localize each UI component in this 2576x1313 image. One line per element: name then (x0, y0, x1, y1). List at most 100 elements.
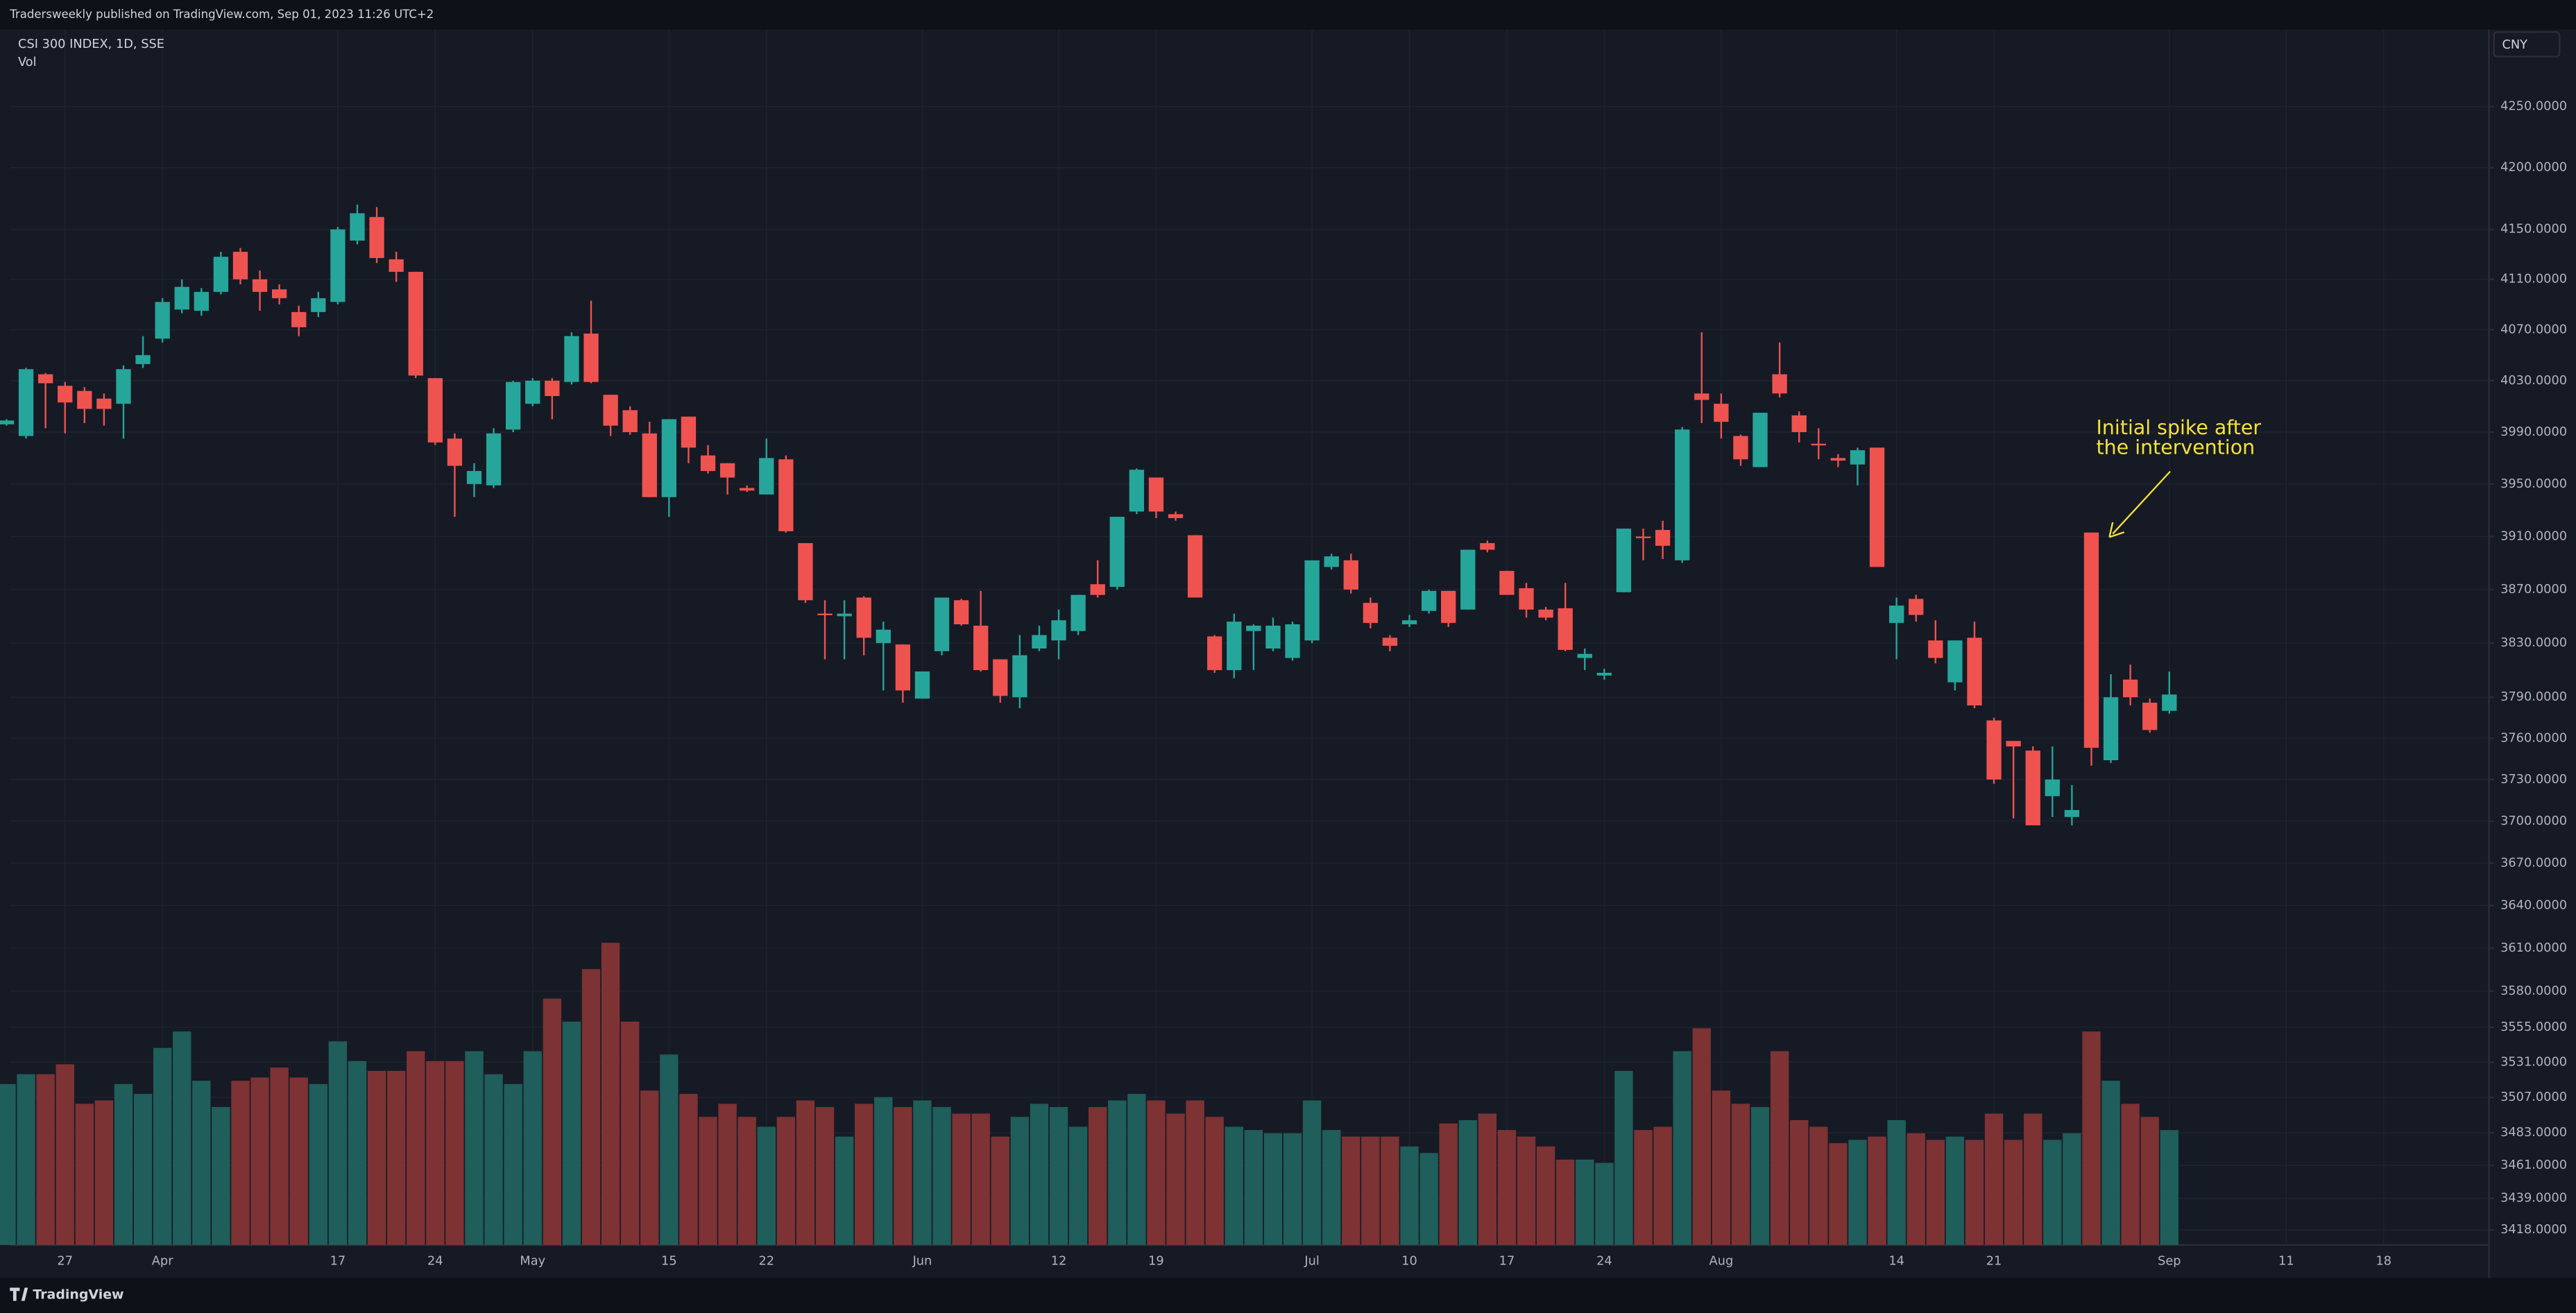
logo-mark (10, 1287, 28, 1301)
candle-body (1265, 626, 1281, 649)
volume-bar (407, 1051, 425, 1245)
candle-body (506, 381, 521, 430)
candle-body (466, 471, 482, 484)
volume-bar (1419, 1153, 1438, 1245)
candle-body (291, 311, 307, 327)
candle-body (1830, 458, 1846, 461)
candle-body (135, 355, 151, 364)
candle-body (2025, 750, 2040, 825)
candle-body (0, 420, 15, 424)
volume-bar (835, 1136, 854, 1245)
volume-bar (952, 1113, 971, 1245)
candle-body (271, 289, 287, 298)
volume-bar (1010, 1117, 1030, 1245)
volume-bar (1283, 1133, 1302, 1245)
x-tick-label: Jul (1304, 1255, 1319, 1269)
volume-bar (1750, 1107, 1770, 1245)
volume-bar (328, 1041, 348, 1245)
volume-bar (1984, 1113, 2004, 1245)
volume-bar (796, 1100, 815, 1245)
volume-bar (1263, 1133, 1283, 1245)
currency-box[interactable] (2493, 31, 2561, 58)
volume-bar (2043, 1140, 2062, 1245)
volume-bar (504, 1083, 522, 1245)
currency[interactable]: CNY (2502, 38, 2527, 52)
volume-bar (1127, 1094, 1146, 1245)
volume-bar (1770, 1051, 1789, 1245)
volume-bar (660, 1054, 679, 1245)
candle-body (798, 543, 813, 601)
y-tick-label: 3418.0000 (2500, 1223, 2567, 1237)
volume-bar (913, 1100, 932, 1245)
annotation: Initial spike after (2097, 416, 2262, 439)
volume-bar (1829, 1143, 1848, 1245)
candle-body (719, 463, 735, 478)
y-tick-label: 3555.0000 (2500, 1020, 2567, 1034)
volume-bar (348, 1061, 367, 1245)
candle-body (1986, 720, 2002, 780)
header-bar (0, 0, 2576, 30)
y-tick-label: 3910.0000 (2500, 530, 2567, 544)
x-tick-label: 24 (1596, 1255, 1612, 1269)
candle-body (2006, 741, 2021, 747)
candle-body (1869, 447, 1885, 567)
candle-body (545, 380, 560, 397)
candle-body (895, 644, 911, 691)
volume-bar (250, 1077, 269, 1245)
volume-bar (1556, 1159, 1575, 1245)
candle-body (993, 659, 1008, 696)
volume-bar (192, 1081, 211, 1245)
y-tick-label: 3730.0000 (2500, 773, 2567, 787)
y-tick-label: 3990.0000 (2500, 425, 2567, 439)
candle-body (330, 229, 346, 302)
candle-body (194, 291, 209, 311)
candle-body (2103, 697, 2119, 761)
volume-bar (36, 1074, 55, 1245)
candle-body (1772, 374, 1787, 394)
candle-body (1616, 529, 1632, 592)
volume-bar (1342, 1136, 1360, 1245)
x-tick-label: 14 (1888, 1255, 1904, 1269)
x-tick-label: Apr (152, 1255, 173, 1269)
candle-body (583, 333, 599, 382)
y-tick-label: 3610.0000 (2500, 941, 2567, 955)
candle-body (155, 302, 170, 339)
volume-bar (212, 1107, 230, 1245)
candle-body (369, 216, 384, 259)
x-tick-label: 12 (1051, 1255, 1067, 1269)
candle-body (778, 459, 794, 531)
volume-bar (1576, 1159, 1594, 1245)
volume-bar (2121, 1104, 2140, 1245)
candle-body (1032, 635, 1047, 649)
candle-body (1947, 640, 1963, 683)
candle-body (1577, 653, 1592, 658)
y-tick-label: 4110.0000 (2500, 273, 2567, 286)
y-tick-label: 3640.0000 (2500, 898, 2567, 912)
volume-bar (1225, 1126, 1243, 1245)
candle-body (876, 629, 891, 644)
candle-body (1558, 608, 1573, 650)
x-tick-label: Jun (912, 1255, 932, 1269)
candle-body (1207, 636, 1222, 671)
candle-body (914, 671, 930, 699)
volume-bar (231, 1081, 250, 1245)
candle-body (622, 410, 638, 432)
x-tick-label: Aug (1709, 1255, 1734, 1269)
volume-bar (562, 1021, 581, 1245)
volume-bar (270, 1067, 289, 1245)
y-tick-label: 3507.0000 (2500, 1090, 2567, 1104)
candle-body (603, 395, 618, 426)
candle-body (1967, 637, 1982, 706)
candle-body (232, 252, 248, 280)
volume-bar (1361, 1136, 1380, 1245)
volume-bar (815, 1107, 835, 1245)
x-tick-label: 17 (1499, 1255, 1515, 1269)
volume-bar (1673, 1051, 1691, 1245)
volume-bar (1322, 1130, 1341, 1245)
y-tick-label: 3461.0000 (2500, 1158, 2567, 1172)
volume-bar (1166, 1113, 1185, 1245)
y-tick-label: 3950.0000 (2500, 477, 2567, 491)
candle-body (661, 419, 676, 497)
candle-body (96, 398, 112, 409)
volume-bar (2101, 1081, 2120, 1245)
